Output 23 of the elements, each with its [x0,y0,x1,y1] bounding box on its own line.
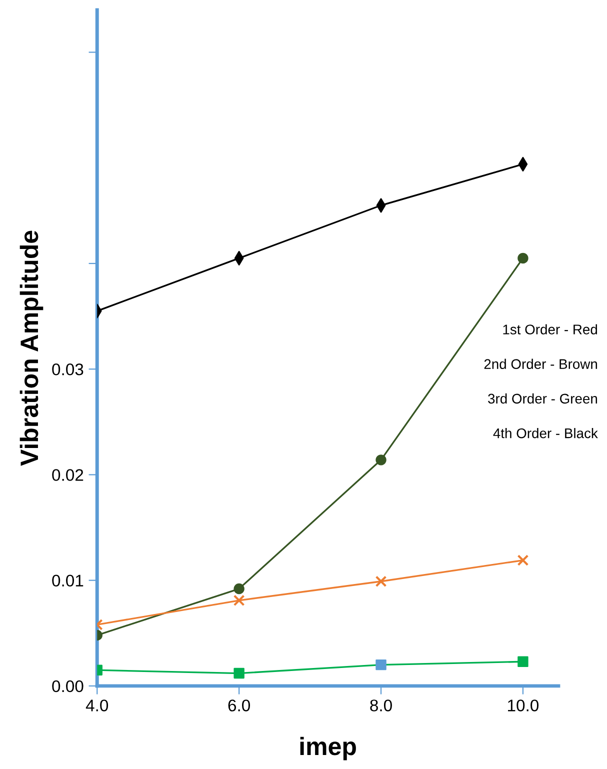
point [376,659,386,670]
annotation: 1st Order - Red [503,324,598,334]
point [517,554,529,566]
x-tick-label: 10.0 [508,700,539,712]
x-tick-label: 6.0 [228,700,250,712]
point [518,656,528,668]
annotation: 3rd Order - Green [488,393,598,404]
x-axis-title: imep [300,736,356,760]
y-tick-label: 0.02 [52,469,84,481]
x-tick-label: 8.0 [370,700,392,712]
point [233,594,245,606]
point [376,454,386,466]
y-axis-title: Vibration Amplitude [20,230,44,466]
x-tick-label: 4.0 [86,700,108,712]
point [518,252,528,264]
point [234,668,244,679]
y-tick-label: 0.01 [52,574,84,587]
annotation: 4th Order - Black [493,428,598,438]
point [375,576,387,588]
y-tick-label: 0.00 [52,680,84,692]
annotation: 2nd Order - Brown [484,358,597,370]
point [234,583,244,594]
y-tick-label: 0.03 [52,363,84,376]
